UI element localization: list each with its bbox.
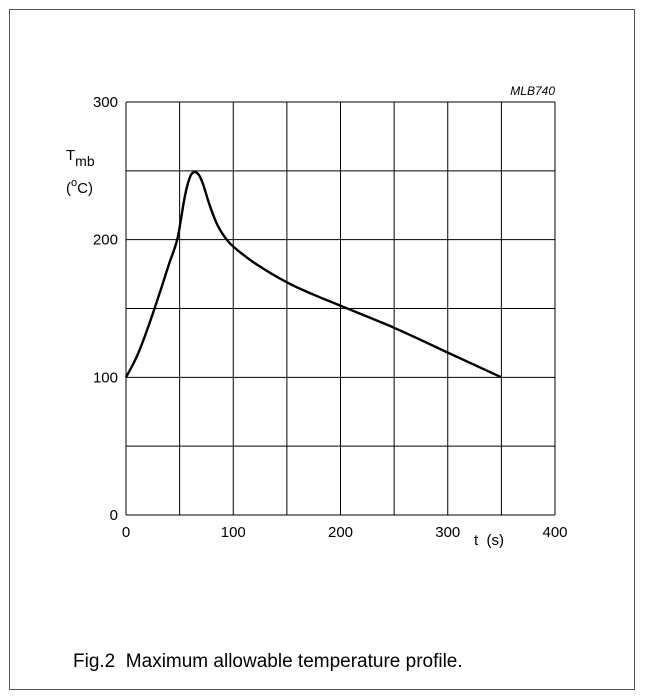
y-axis-unit: (oC) (66, 177, 93, 197)
figure-frame (9, 9, 635, 690)
y-tick-label: 200 (93, 232, 118, 249)
x-tick-label: 200 (328, 524, 353, 541)
x-tick-label: 100 (221, 524, 246, 541)
x-tick-label: 300 (435, 524, 460, 541)
figure-caption: Fig.2 Maximum allowable temperature prof… (73, 651, 463, 672)
x-tick-label: 400 (542, 524, 567, 541)
y-tick-label: 300 (93, 94, 118, 111)
x-tick-label: 0 (122, 524, 130, 541)
x-axis-label: t (s) (474, 532, 504, 549)
y-axis-label: Tmb (66, 147, 95, 169)
temperature-curve (124, 170, 502, 379)
y-tick-label: 0 (110, 507, 118, 524)
figure-code: MLB740 (510, 84, 555, 98)
y-tick-label: 100 (93, 369, 118, 386)
